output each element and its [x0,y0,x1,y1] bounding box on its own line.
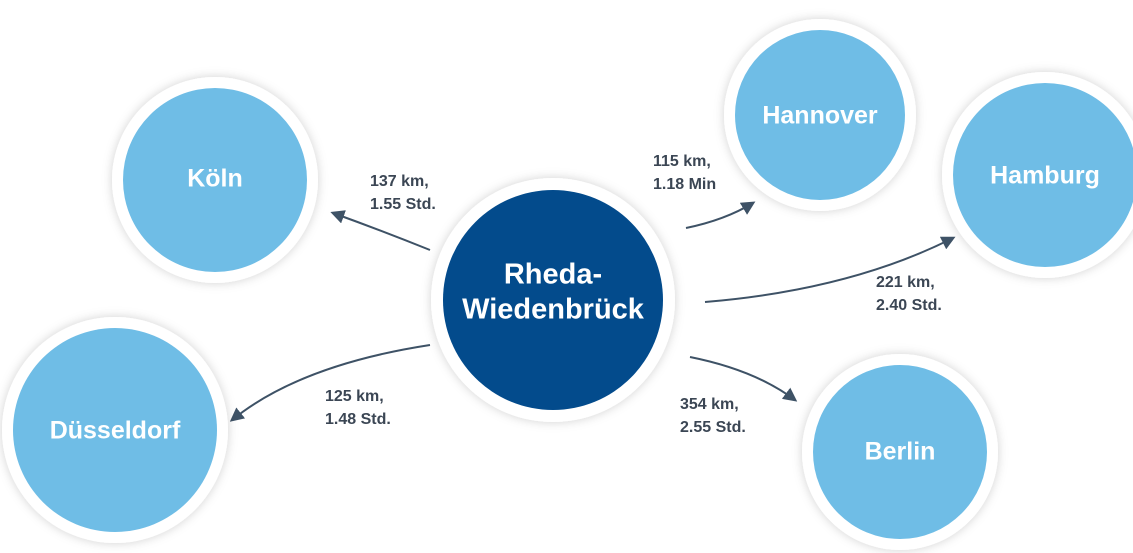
edge-label: 2.55 Std. [680,419,746,436]
node-label: Düsseldorf [50,417,181,445]
arrow [229,344,431,422]
edge-label: 137 km, [370,173,429,190]
arrow [330,210,431,251]
center-label: Wiedenbrück [462,294,645,326]
node-hamburg: Hamburg [942,72,1133,278]
arrow [689,356,798,402]
node-berlin: Berlin [802,354,998,550]
node-label: Köln [187,165,243,193]
node-koeln: Köln [112,77,318,283]
edge-label: 115 km, [653,153,711,170]
arrow [704,236,956,303]
node-label: Hamburg [990,162,1100,190]
edge-label: 1.18 Min [653,176,716,193]
edge-label: 1.48 Std. [325,411,391,428]
edge-label: 2.40 Std. [876,297,942,314]
node-hannover: Hannover [724,19,916,211]
edge-label: 221 km, [876,274,935,291]
center-label: Rheda- [504,259,602,291]
edge-label: 1.55 Std. [370,196,436,213]
arrow [685,201,756,229]
center-node: Rheda- Wiedenbrück [431,178,675,422]
node-label: Hannover [762,102,878,130]
edge-label: 125 km, [325,388,384,405]
node-duesseldorf: Düsseldorf [2,317,228,543]
node-label: Berlin [865,438,936,466]
edge-label: 354 km, [680,396,739,413]
